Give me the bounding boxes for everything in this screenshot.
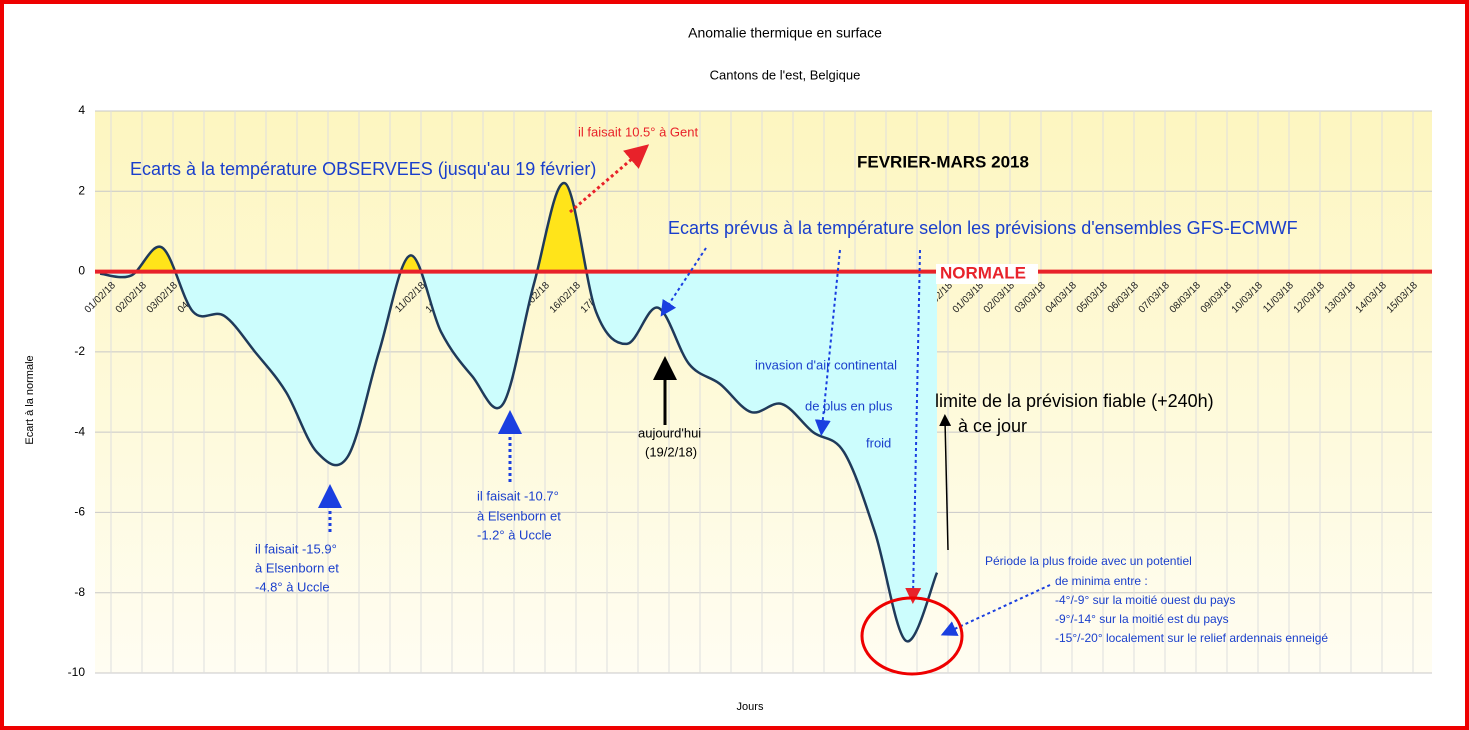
- annotation: il faisait -15.9°: [255, 541, 337, 556]
- annotation: il faisait -10.7°: [477, 488, 559, 503]
- y-tick-label: -2: [74, 344, 85, 358]
- x-axis-label: Jours: [737, 701, 764, 713]
- area-warm: [136, 183, 587, 271]
- annotation: à ce jour: [958, 416, 1027, 436]
- annotation: -4°/-9° sur la moitié ouest du pays: [1055, 593, 1235, 607]
- annotation: invasion d'air continental: [755, 357, 897, 372]
- y-axis-label: Ecart à la normale: [24, 355, 36, 444]
- annotation: -15°/-20° localement sur le relief arden…: [1055, 631, 1328, 645]
- annotation: Ecarts à la température OBSERVEES (jusqu…: [130, 159, 596, 179]
- area-cold: [100, 271, 937, 641]
- y-tick-label: 4: [78, 103, 85, 117]
- limit-arrow: [939, 414, 952, 551]
- annotation: (19/2/18): [645, 444, 697, 459]
- annotation: -1.2° à Uccle: [477, 527, 552, 542]
- y-tick-label: 0: [78, 264, 85, 278]
- annotation: -9°/-14° sur la moitié est du pays: [1055, 612, 1229, 626]
- annotation: de plus en plus: [805, 398, 893, 413]
- normal-label-bg: [936, 264, 1038, 284]
- chart-subtitle: Cantons de l'est, Belgique: [710, 67, 861, 82]
- annotation: Ecarts prévus à la température selon les…: [668, 218, 1298, 238]
- annotation: il faisait 10.5° à Gent: [578, 124, 698, 139]
- y-tick-label: -8: [74, 585, 85, 599]
- highlight-circle: [860, 596, 964, 676]
- annotation: de minima entre :: [1055, 574, 1148, 588]
- annotation: à Elsenborn et: [477, 508, 561, 523]
- annotation: aujourd'hui: [638, 425, 701, 440]
- y-tick-label: -6: [74, 505, 85, 519]
- line: [99, 182, 939, 643]
- arrows: [318, 144, 1051, 636]
- annotation: Période la plus froide avec un potentiel: [985, 554, 1192, 568]
- y-tick-label: 2: [78, 183, 85, 197]
- annotation: limite de la prévision fiable (+240h): [935, 391, 1214, 411]
- y-tick-label: -4: [74, 424, 85, 438]
- annotation: -4.8° à Uccle: [255, 579, 330, 594]
- annotation: FEVRIER-MARS 2018: [857, 152, 1029, 171]
- annotation: à Elsenborn et: [255, 560, 339, 575]
- y-tick-label: -10: [68, 665, 86, 679]
- annotation: NORMALE: [940, 263, 1026, 282]
- annotation: froid: [866, 435, 891, 450]
- chart-title: Anomalie thermique en surface: [688, 25, 882, 41]
